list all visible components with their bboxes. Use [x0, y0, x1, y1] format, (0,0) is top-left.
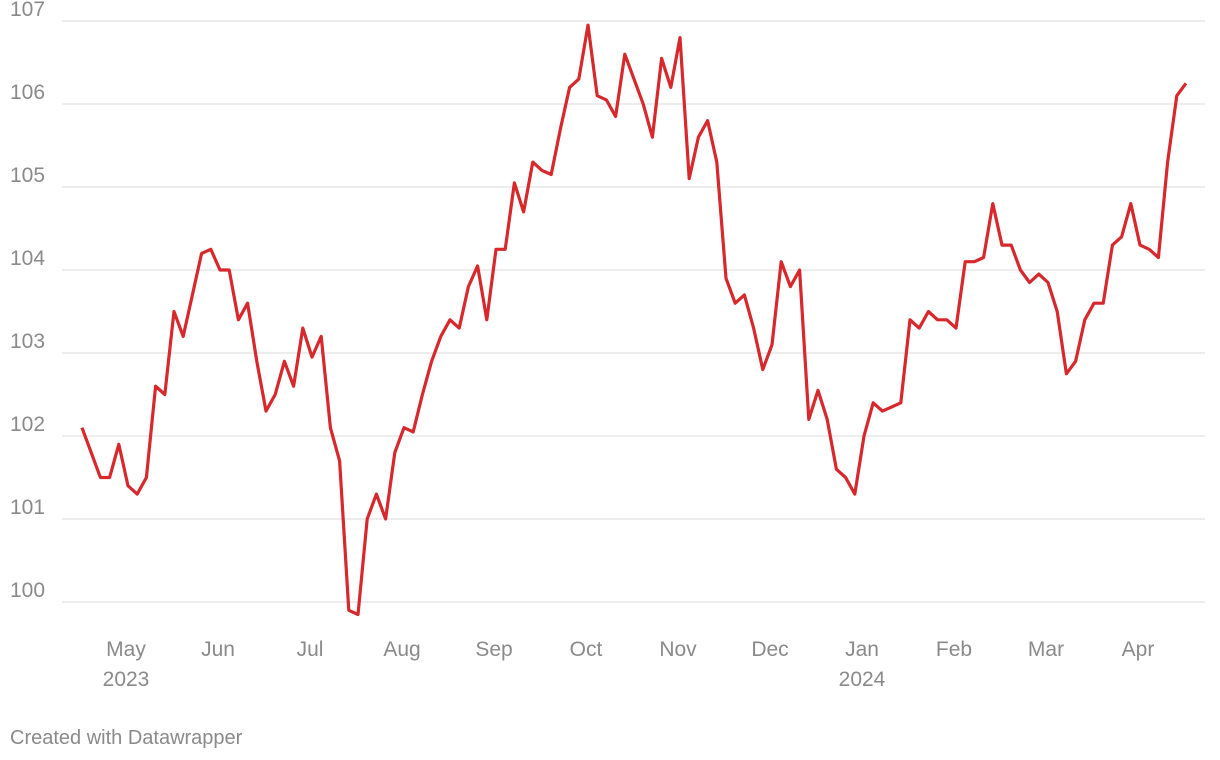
- x-tick-label: Apr: [1122, 638, 1155, 661]
- y-tick-label: 106: [10, 81, 45, 104]
- x-tick-label: Oct: [570, 638, 603, 661]
- x-tick-label: May 2023: [103, 638, 150, 691]
- x-tick-label: Dec: [751, 638, 788, 661]
- y-tick-label: 105: [10, 164, 45, 187]
- footer: Created with Datawrapper: [10, 727, 243, 749]
- x-tick-label: Nov: [659, 638, 697, 661]
- y-tick-label: 101: [10, 496, 45, 519]
- x-tick-label: Jul: [297, 638, 324, 661]
- y-tick-label: 102: [10, 413, 45, 436]
- x-tick-label: Jan 2024: [839, 638, 886, 691]
- y-tick-label: 107: [10, 0, 45, 21]
- data-line: [80, 23, 1188, 617]
- x-tick-label: Jun: [201, 638, 235, 661]
- x-tick-label: Sep: [475, 638, 512, 661]
- y-tick-label: 103: [10, 330, 45, 353]
- y-tick-label: 100: [10, 579, 45, 602]
- x-tick-label: Feb: [936, 638, 972, 661]
- x-tick-label: Aug: [383, 638, 420, 661]
- x-tick-label: Mar: [1028, 638, 1064, 661]
- y-tick-label: 104: [10, 247, 45, 270]
